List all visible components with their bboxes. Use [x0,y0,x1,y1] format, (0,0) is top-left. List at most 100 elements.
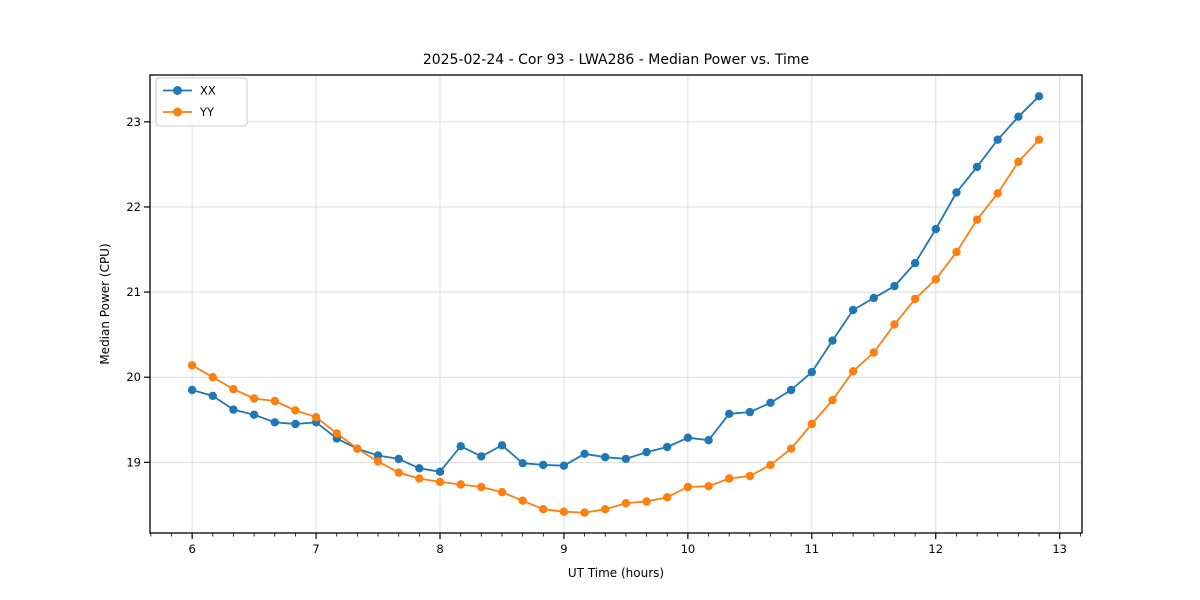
data-point-xx [786,385,796,395]
data-point-yy [415,474,424,483]
data-point-xx [249,410,259,419]
data-point-yy [766,460,775,470]
data-point-xx [394,454,403,464]
data-point-yy [910,294,920,304]
legend-marker-series-yy [173,107,182,117]
x-tick-label: 8 [436,542,443,556]
data-point-yy [786,444,796,453]
legend-label-series-yy: YY [199,105,215,119]
data-point-xx [621,454,631,464]
data-point-xx [291,419,300,429]
data-point-xx [559,461,569,470]
y-tick-label: 21 [126,285,141,299]
data-point-yy [518,496,527,505]
data-point-yy [539,505,548,514]
data-point-yy [497,487,507,497]
data-point-xx [910,258,920,268]
series-line-yy [191,139,1040,514]
data-point-yy [683,482,693,492]
data-point-yy [456,480,465,489]
data-point-xx [869,293,878,303]
y-tick-label: 20 [126,370,141,384]
data-point-xx [972,162,982,172]
plot-border [149,74,1083,534]
data-point-yy [663,493,672,502]
data-point-yy [332,429,341,438]
legend: XX YY [155,77,248,127]
data-point-yy [745,471,755,481]
data-point-yy [353,444,362,453]
data-point-xx [848,305,858,315]
data-point-yy [1034,135,1044,144]
data-point-xx [229,405,238,414]
data-point-yy [291,406,300,415]
data-point-yy [890,320,899,329]
x-tick-label: 11 [804,542,819,556]
data-point-xx [890,281,899,291]
data-point-xx [580,449,589,458]
legend-marker-series-xx [173,86,182,95]
data-point-yy [394,468,403,477]
data-point-xx [1034,92,1044,101]
plot-render-layer: 6 7 8 9 10 11 12 13 19 20 21 22 23 [126,74,1083,556]
x-tick-label: 6 [188,542,195,556]
y-axis-label: Median Power (CPU) [98,243,112,364]
data-point-xx [518,459,527,468]
data-point-xx [828,336,837,345]
data-point-xx [725,409,734,418]
data-point-xx [993,135,1002,144]
x-tick-label: 7 [312,542,319,556]
data-point-xx [601,453,610,462]
x-axis-label: UT Time (hours) [568,566,664,580]
data-point-xx [683,433,693,442]
data-point-xx [663,442,672,452]
legend-label-series-xx: XX [200,84,216,98]
chart-title: 2025-02-24 - Cor 93 - LWA286 - Median Po… [423,52,809,68]
series-line-xx [191,95,1040,473]
y-tick-label: 23 [126,115,141,129]
data-point-xx [187,385,197,395]
data-point-yy [1014,157,1023,166]
y-tick-label: 22 [126,200,141,214]
data-point-yy [848,367,858,376]
y-tick-label: 19 [126,455,141,469]
x-tick-label: 9 [560,542,567,556]
data-point-yy [993,189,1002,198]
data-point-yy [208,373,217,382]
data-point-yy [559,507,569,516]
data-point-yy [601,505,610,514]
data-point-xx [931,224,940,234]
data-point-yy [580,508,589,517]
data-point-yy [869,348,878,357]
data-point-xx [497,441,507,450]
data-point-yy [952,247,961,257]
data-point-yy [477,482,486,492]
data-point-yy [435,477,445,487]
data-point-xx [435,467,445,476]
data-point-yy [704,482,713,491]
data-point-xx [745,407,755,417]
data-point-yy [373,457,383,466]
data-point-yy [642,497,651,506]
data-point-xx [642,447,651,457]
data-point-xx [208,391,217,401]
data-point-xx [1014,112,1023,121]
data-point-yy [311,413,321,422]
data-point-xx [766,398,775,407]
data-point-yy [725,474,734,483]
x-tick-label: 12 [928,542,943,556]
data-point-yy [187,361,197,370]
x-tick-label: 10 [681,542,696,556]
data-point-xx [415,464,424,473]
data-point-yy [621,499,631,508]
data-point-yy [828,396,837,405]
data-point-xx [477,452,486,461]
data-point-xx [270,418,279,427]
data-point-xx [456,442,465,451]
data-point-yy [229,384,238,394]
data-point-xx [373,451,383,460]
data-point-yy [270,396,279,406]
data-point-xx [704,436,713,445]
